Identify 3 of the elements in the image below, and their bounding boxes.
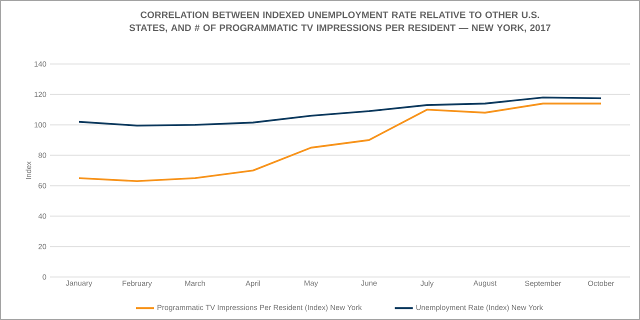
line-series <box>78 102 602 182</box>
chart-title: CORRELATION BETWEEN INDEXED UNEMPLOYMENT RATE RELATIVE TO OTHER U.S. STATES, AND # OF PROGRAMMATIC TV IMPRESSIONS PER RESIDENT — NEW YORK, 2017 <box>129 11 550 33</box>
line-series <box>78 96 602 127</box>
